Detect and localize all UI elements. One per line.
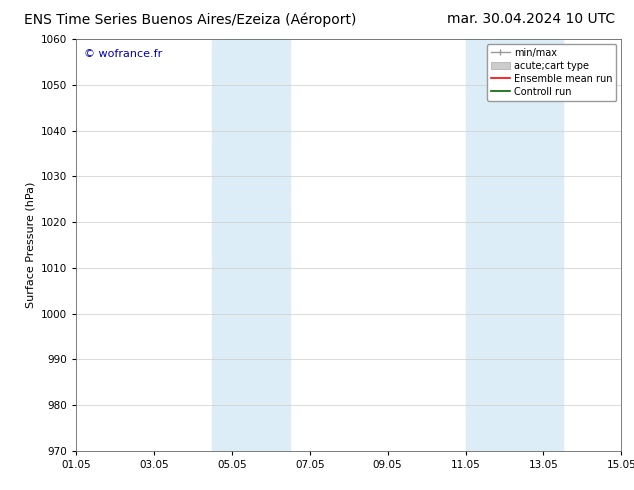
Text: © wofrance.fr: © wofrance.fr: [84, 49, 162, 59]
Bar: [505, 39, 563, 451]
Y-axis label: Surface Pressure (hPa): Surface Pressure (hPa): [25, 182, 36, 308]
Bar: [212, 39, 251, 451]
Text: mar. 30.04.2024 10 UTC: mar. 30.04.2024 10 UTC: [447, 12, 615, 26]
Legend: min/max, acute;cart type, Ensemble mean run, Controll run: min/max, acute;cart type, Ensemble mean …: [487, 44, 616, 100]
Bar: [251, 39, 290, 451]
Bar: [465, 39, 505, 451]
Text: ENS Time Series Buenos Aires/Ezeiza (Aéroport): ENS Time Series Buenos Aires/Ezeiza (Aér…: [24, 12, 356, 27]
